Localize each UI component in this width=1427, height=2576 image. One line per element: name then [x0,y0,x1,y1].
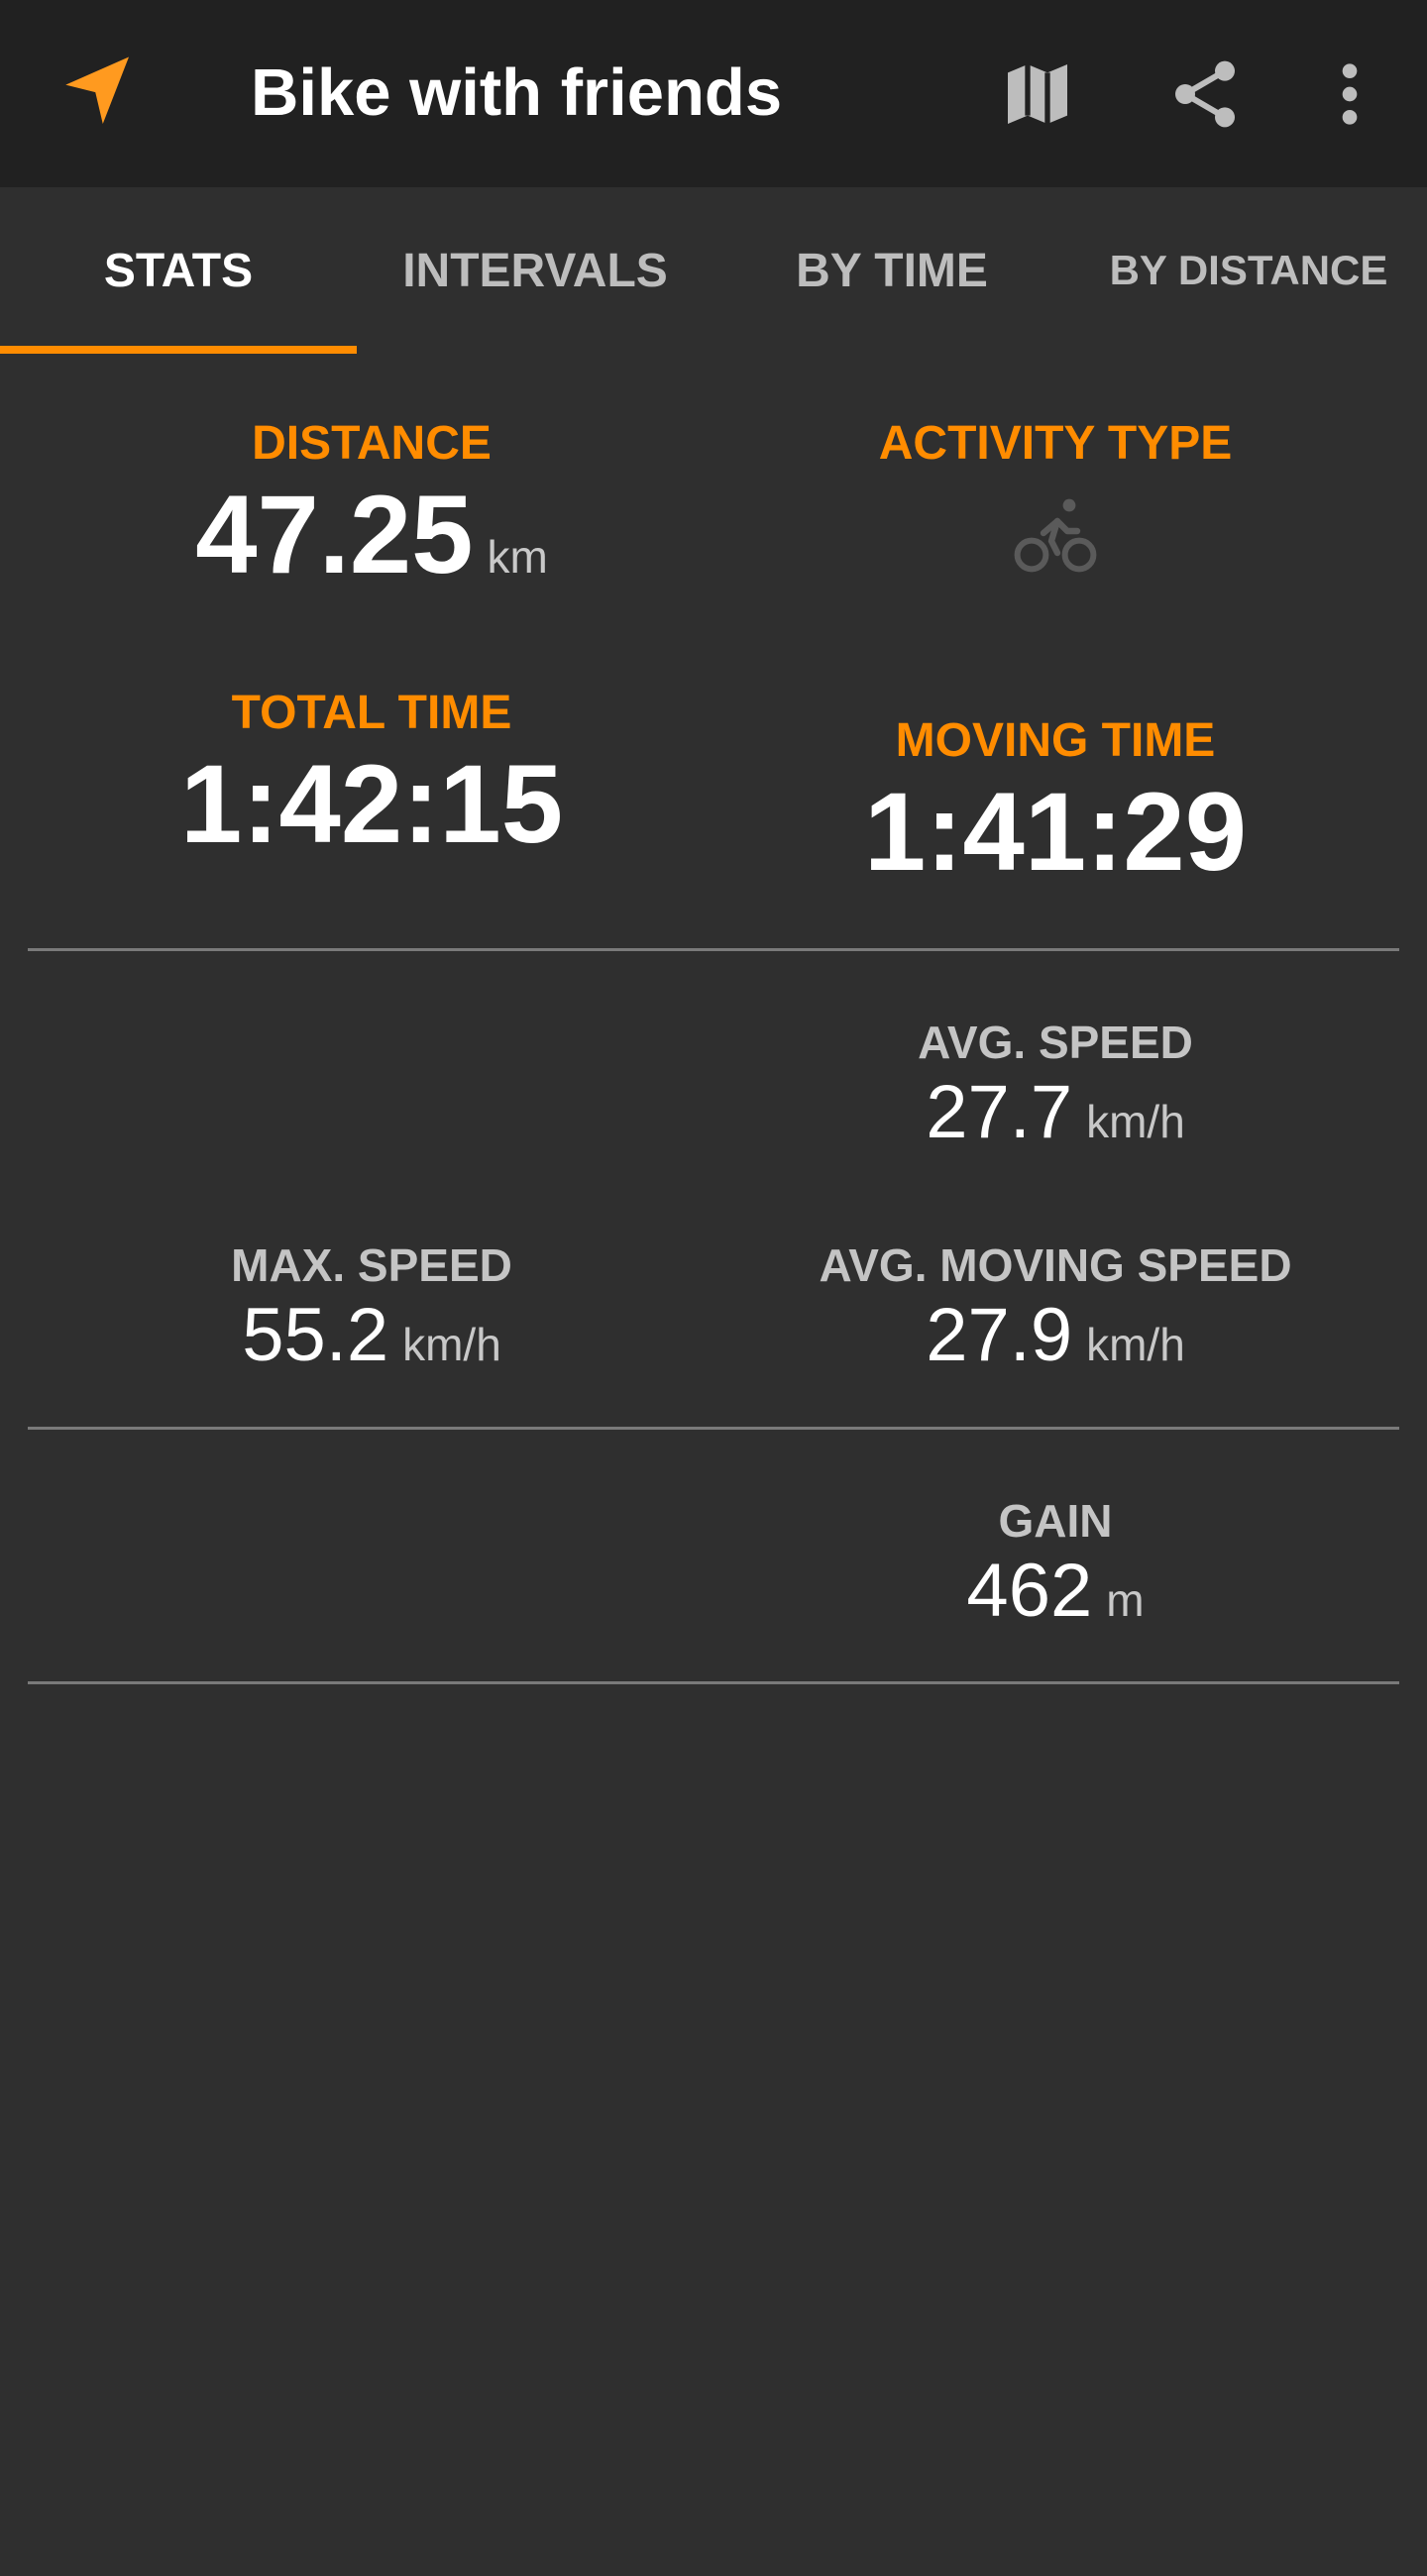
divider [28,1681,1399,1684]
avg-speed-stat: AVG. SPEED 27.7 km/h [714,1014,1397,1154]
divider [28,948,1399,951]
gain-value: 462 [966,1549,1093,1633]
distance-unit: km [487,531,548,583]
page-title: Bike with friends [251,55,783,130]
app-bar: Bike with friends [0,0,1427,187]
max-speed-stat: MAX. SPEED 55.2 km/h [30,1236,714,1377]
tab-bar: STATS INTERVALS BY TIME BY DISTANCE [0,187,1427,354]
gain-stat: GAIN 462 m [714,1492,1397,1633]
avg-moving-speed-value: 27.9 [926,1293,1073,1377]
activity-type-stat: ACTIVITY TYPE [714,414,1397,585]
divider [28,1427,1399,1430]
tab-indicator [0,346,357,354]
total-time-stat: TOTAL TIME 1:42:15 [30,684,714,865]
total-time-value: 1:42:15 [179,742,564,866]
max-speed-unit: km/h [402,1319,501,1370]
moving-time-value: 1:41:29 [863,770,1248,894]
avg-speed-value: 27.7 [926,1070,1073,1154]
distance-value: 47.25 [195,473,474,596]
bike-icon [1014,498,1097,573]
avg-moving-speed-unit: km/h [1086,1319,1185,1370]
moving-time-stat: MOVING TIME 1:41:29 [714,711,1397,893]
tab-intervals[interactable]: INTERVALS [402,244,668,297]
max-speed-value: 55.2 [242,1293,389,1377]
tab-by-time[interactable]: BY TIME [796,244,988,297]
max-speed-label: MAX. SPEED [231,1239,512,1291]
share-icon[interactable] [1157,47,1253,142]
distance-label: DISTANCE [252,417,492,470]
avg-moving-speed-stat: AVG. MOVING SPEED 27.9 km/h [714,1236,1397,1377]
tab-by-distance[interactable]: BY DISTANCE [1109,247,1388,293]
total-time-label: TOTAL TIME [231,687,512,739]
avg-speed-label: AVG. SPEED [918,1017,1193,1068]
activity-type-label: ACTIVITY TYPE [878,417,1233,470]
distance-stat: DISTANCE 47.25 km [30,414,714,595]
map-icon[interactable] [990,47,1085,142]
avg-speed-unit: km/h [1086,1096,1185,1147]
gain-unit: m [1106,1574,1145,1626]
gain-label: GAIN [998,1495,1113,1547]
tab-stats[interactable]: STATS [103,244,254,297]
more-vert-icon[interactable] [1302,47,1397,142]
navigation-arrow-icon[interactable] [55,50,144,139]
avg-moving-speed-label: AVG. MOVING SPEED [819,1239,1292,1291]
moving-time-label: MOVING TIME [895,714,1216,767]
